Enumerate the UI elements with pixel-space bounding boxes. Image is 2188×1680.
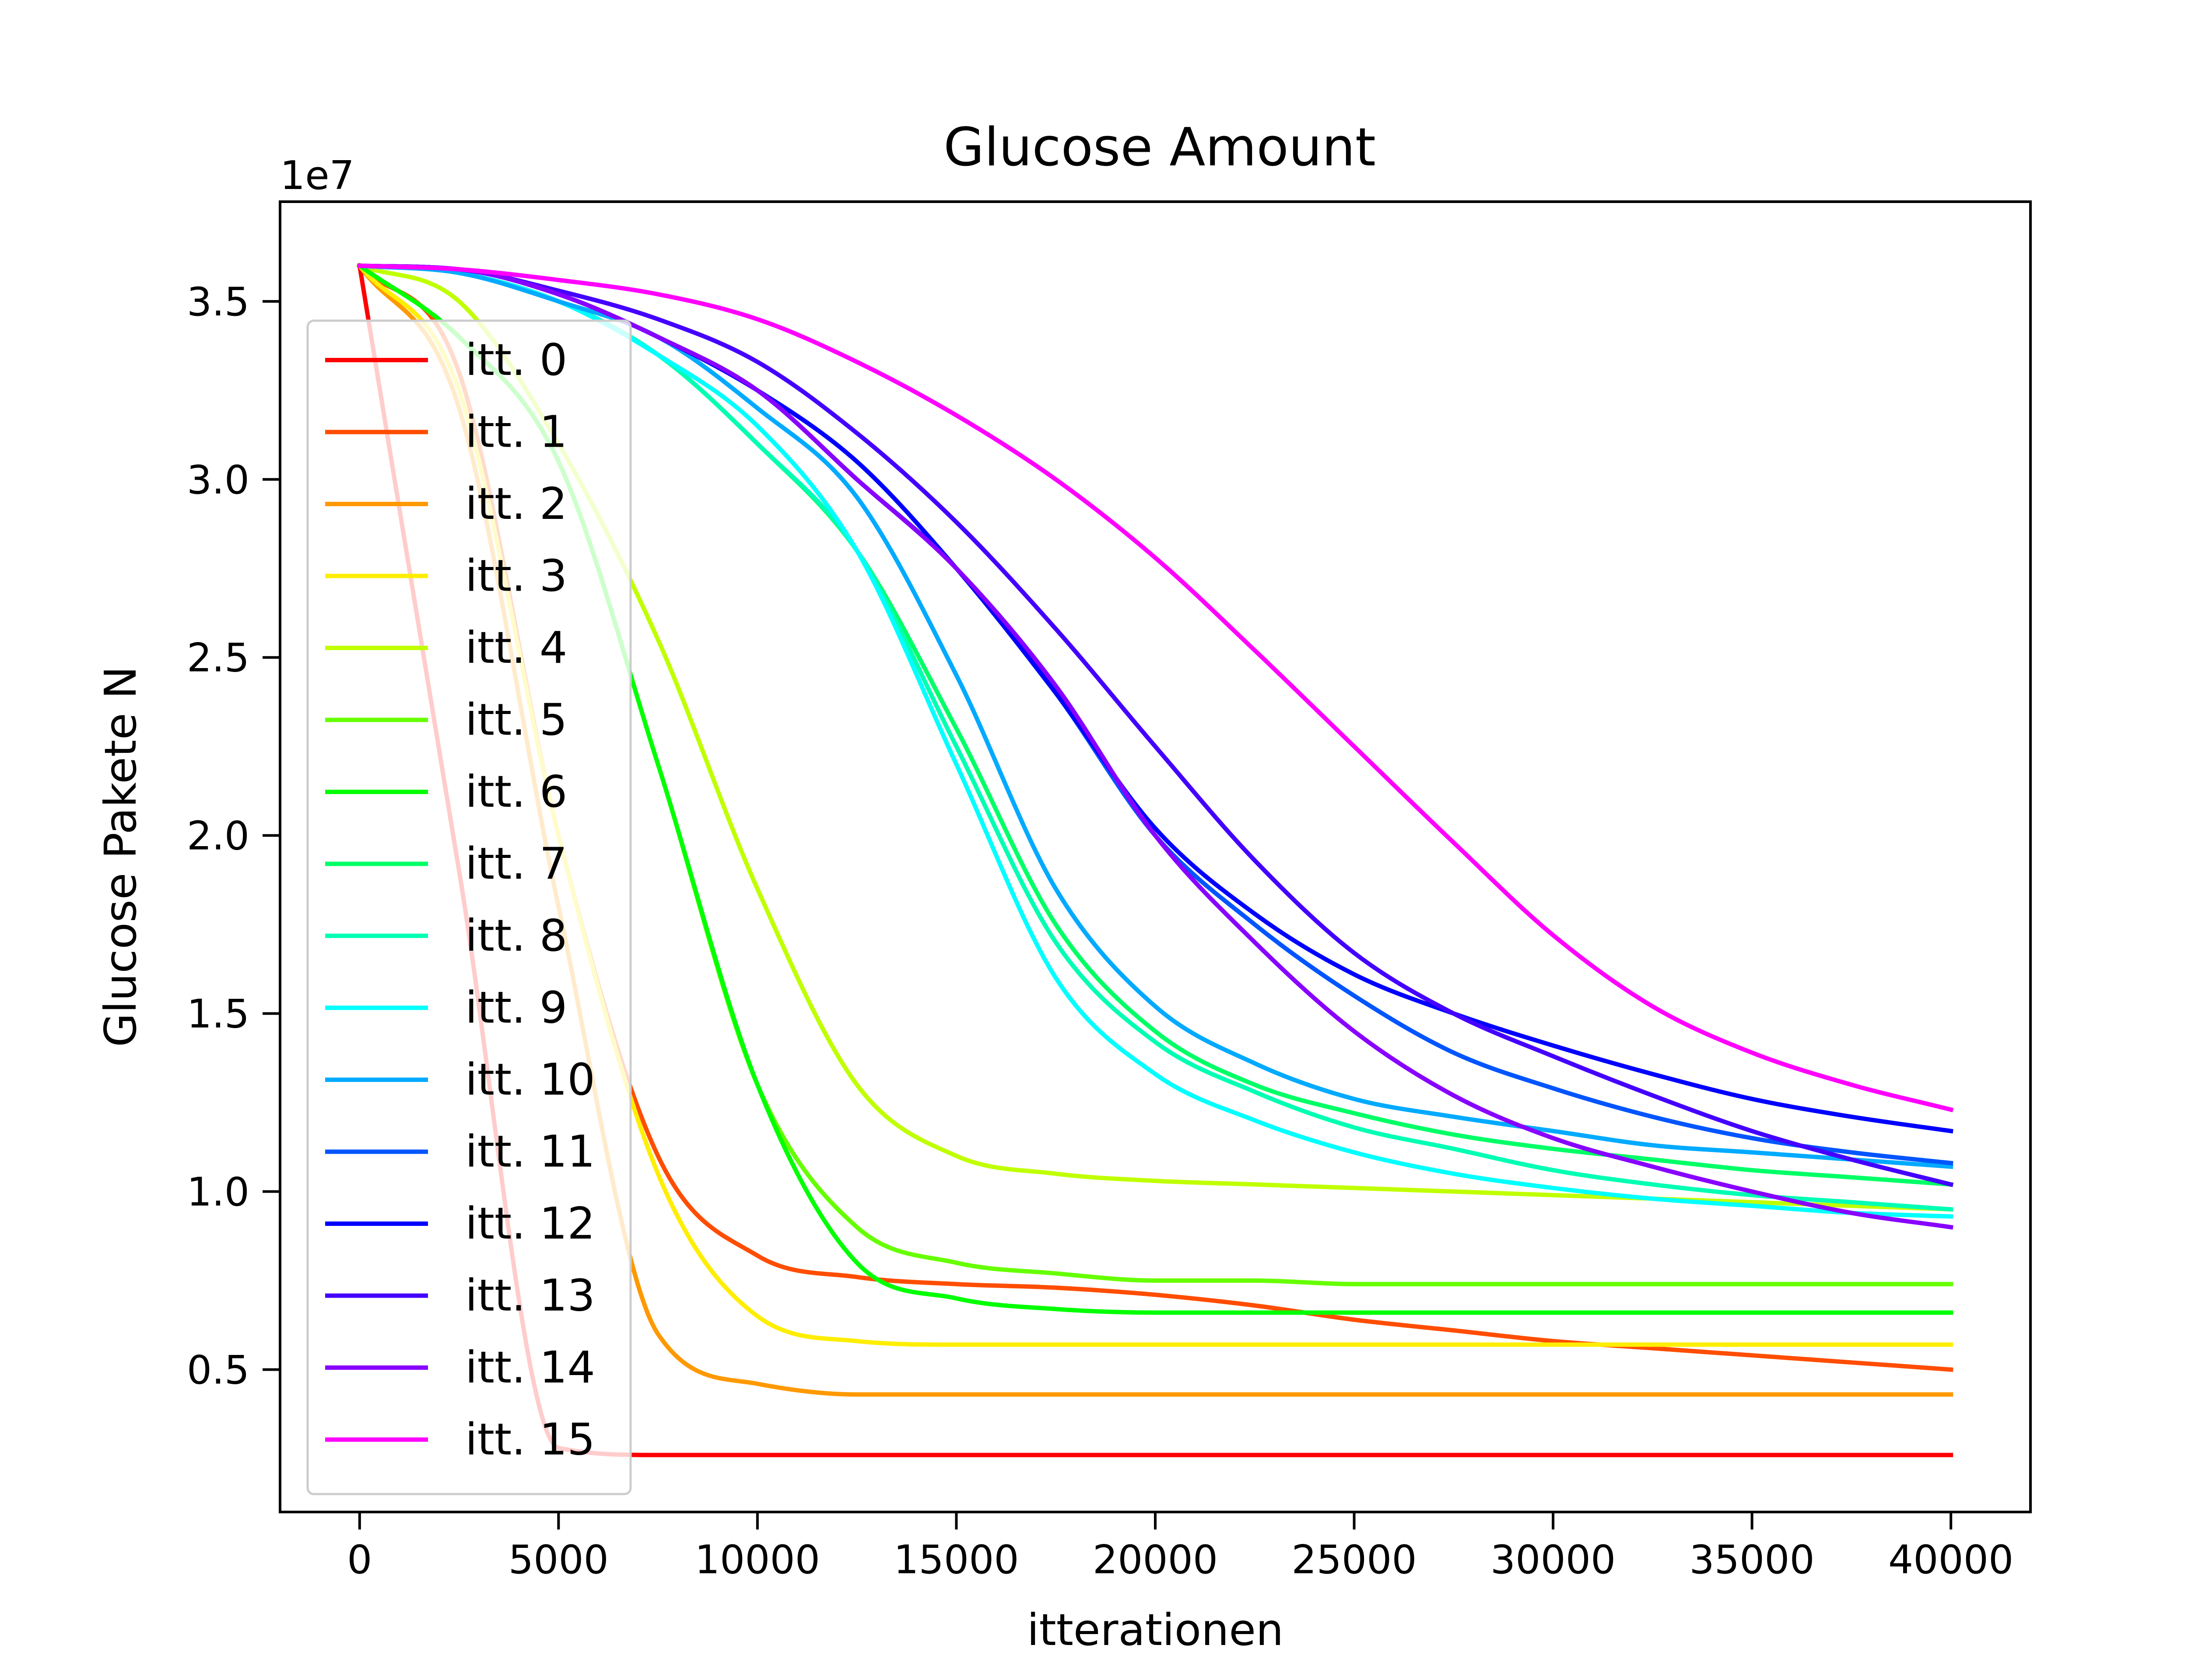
legend-label: itt. 10: [465, 1054, 595, 1105]
y-tick-label: 1.0: [187, 1169, 249, 1215]
x-tick-label: 15000: [894, 1537, 1019, 1583]
y-tick-label: 1.5: [187, 991, 249, 1037]
legend-label: itt. 11: [465, 1126, 595, 1177]
x-tick-label: 5000: [508, 1537, 609, 1583]
x-tick-label: 0: [347, 1537, 372, 1583]
legend-label: itt. 14: [465, 1342, 595, 1393]
x-tick-label: 30000: [1490, 1537, 1616, 1583]
legend-label: itt. 2: [465, 478, 567, 529]
legend-label: itt. 15: [465, 1414, 595, 1465]
y-tick-label: 0.5: [187, 1347, 249, 1393]
series-line-13: [357, 263, 1954, 1187]
legend-label: itt. 0: [465, 334, 567, 385]
legend-label: itt. 7: [465, 838, 567, 889]
legend-label: itt. 13: [465, 1270, 595, 1321]
y-ticks: 0.5 1.0 1.5 2.0 2.5 3.0 3.5: [187, 279, 280, 1393]
legend-label: itt. 8: [465, 910, 567, 961]
x-axis-label: itterationen: [1027, 1604, 1284, 1656]
legend-label: itt. 1: [465, 406, 567, 458]
x-tick-label: 25000: [1291, 1537, 1417, 1583]
y-tick-label: 2.0: [187, 813, 249, 859]
chart-title: Glucose Amount: [943, 117, 1376, 178]
legend-label: itt. 12: [465, 1198, 595, 1249]
series-line-15: [357, 263, 1954, 1113]
y-offset-label: 1e7: [280, 153, 354, 199]
y-tick-label: 3.0: [187, 457, 249, 503]
series-line-14: [357, 263, 1953, 1230]
x-tick-label: 40000: [1888, 1537, 2013, 1583]
y-tick-label: 3.5: [187, 279, 249, 325]
legend-box: [306, 319, 632, 1495]
legend-label: itt. 4: [465, 622, 567, 673]
series-line-9: [357, 263, 1953, 1219]
legend-label: itt. 6: [465, 766, 567, 817]
y-tick-label: 2.5: [187, 635, 249, 681]
x-tick-label: 35000: [1689, 1537, 1814, 1583]
legend-label: itt. 3: [465, 550, 567, 602]
legend-label: itt. 9: [465, 982, 567, 1033]
x-ticks: 0 5000 10000 15000 20000 25000 30000 35000 40000: [347, 1512, 2013, 1583]
x-tick-label: 10000: [695, 1537, 820, 1583]
x-tick-label: 20000: [1093, 1537, 1218, 1583]
legend-label: itt. 5: [465, 694, 567, 746]
legend: itt. 0 itt. 1 itt. 2 itt. 3 itt. 4 itt. 5 itt.…: [306, 319, 632, 1495]
y-axis-label: Glucose Pakete N: [95, 666, 146, 1047]
